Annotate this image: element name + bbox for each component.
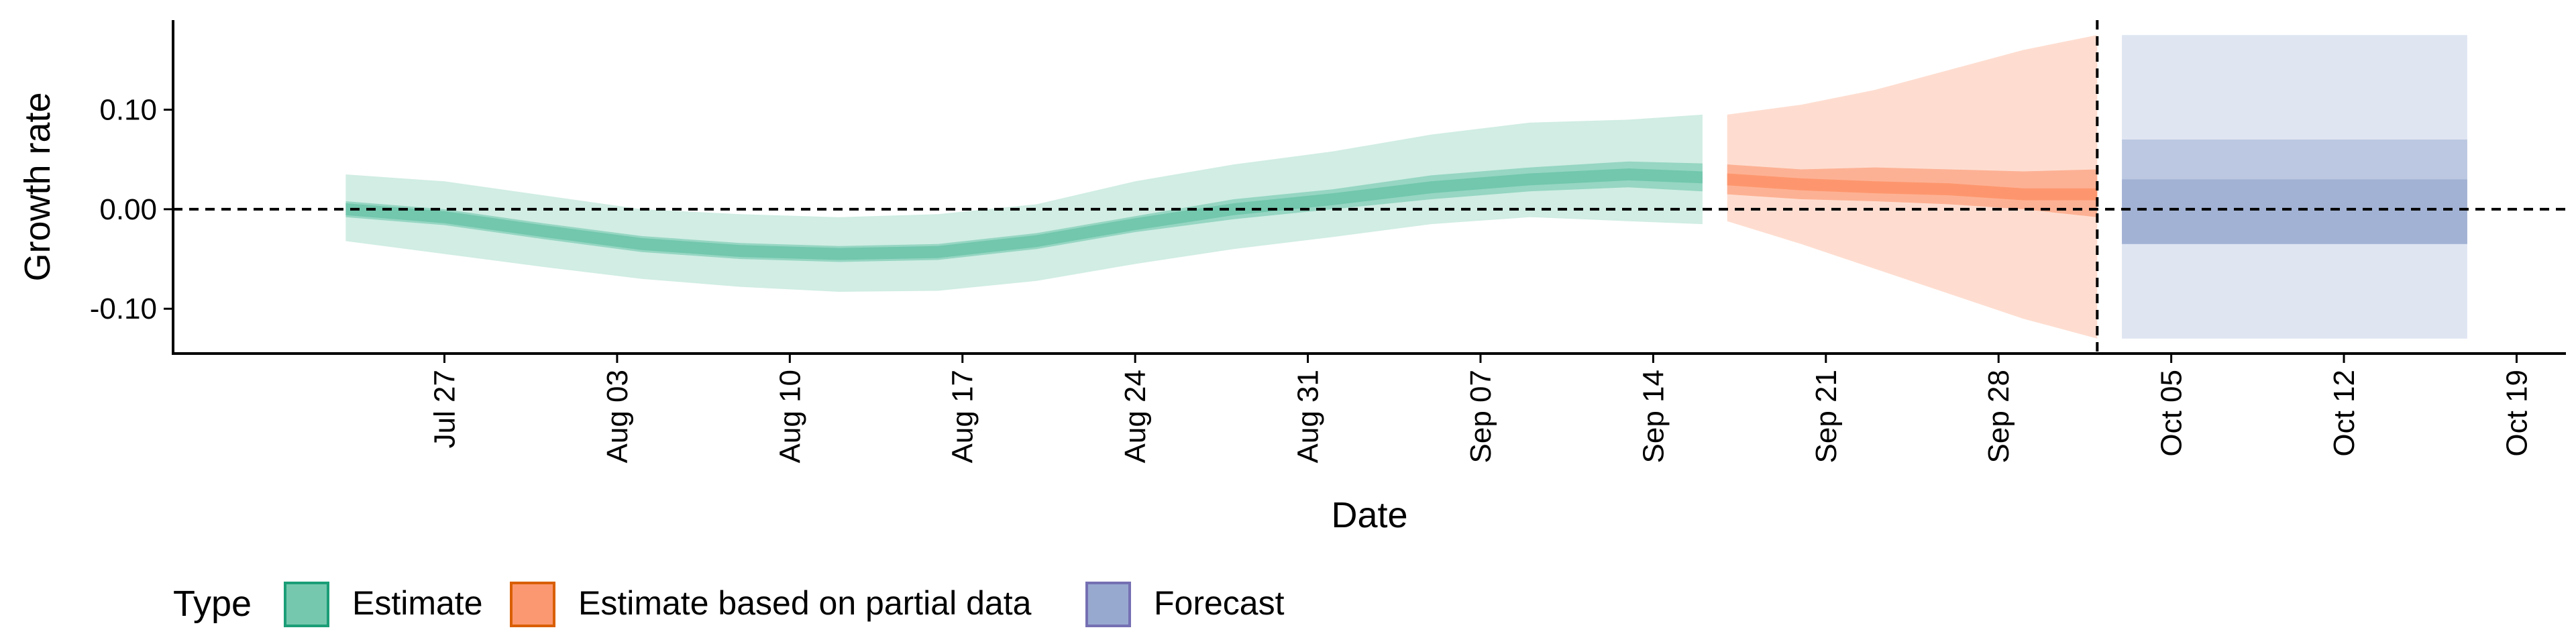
partial-estimate-median bbox=[1727, 173, 2098, 201]
x-tick-label: Sep 21 bbox=[1810, 370, 1843, 463]
series-2 bbox=[2122, 35, 2467, 339]
y-axis-title: Growth rate bbox=[17, 92, 58, 281]
x-tick-label: Oct 19 bbox=[2501, 370, 2534, 457]
legend-label: Forecast bbox=[1154, 584, 1285, 622]
x-tick-label: Aug 17 bbox=[947, 370, 979, 463]
x-tick-label: Jul 27 bbox=[429, 370, 462, 448]
x-tick-label: Oct 05 bbox=[2155, 370, 2188, 457]
legend-label: Estimate bbox=[352, 584, 483, 622]
legend-title: Type bbox=[173, 584, 252, 624]
x-axis-title: Date bbox=[1331, 495, 1407, 535]
estimate-median bbox=[345, 168, 1703, 260]
forecast-band-20 bbox=[2122, 179, 2467, 244]
estimate-band-20 bbox=[345, 161, 1703, 262]
x-tick-label: Aug 31 bbox=[1292, 370, 1325, 463]
series-1 bbox=[1727, 35, 2098, 339]
x-tick-label: Sep 07 bbox=[1464, 370, 1497, 463]
x-tick-label: Sep 14 bbox=[1637, 370, 1670, 463]
y-tick-label: -0.10 bbox=[90, 292, 157, 325]
x-tick-label: Sep 28 bbox=[1982, 370, 2015, 463]
x-tick-label: Aug 03 bbox=[601, 370, 634, 463]
legend-key bbox=[510, 582, 555, 627]
legend: Type Estimate Estimate based on partial da… bbox=[173, 582, 1285, 627]
x-tick-label: Aug 24 bbox=[1119, 370, 1152, 463]
estimate-band-90 bbox=[345, 114, 1703, 292]
y-tick-label: 0.10 bbox=[99, 94, 157, 127]
legend-key bbox=[1085, 582, 1131, 627]
legend-key bbox=[284, 582, 329, 627]
series-0 bbox=[345, 114, 1703, 292]
x-tick-label: Oct 12 bbox=[2328, 370, 2361, 457]
x-tick-label: Aug 10 bbox=[773, 370, 806, 463]
legend-label: Estimate based on partial data bbox=[578, 584, 1032, 622]
y-tick-label: 0.00 bbox=[99, 193, 157, 226]
